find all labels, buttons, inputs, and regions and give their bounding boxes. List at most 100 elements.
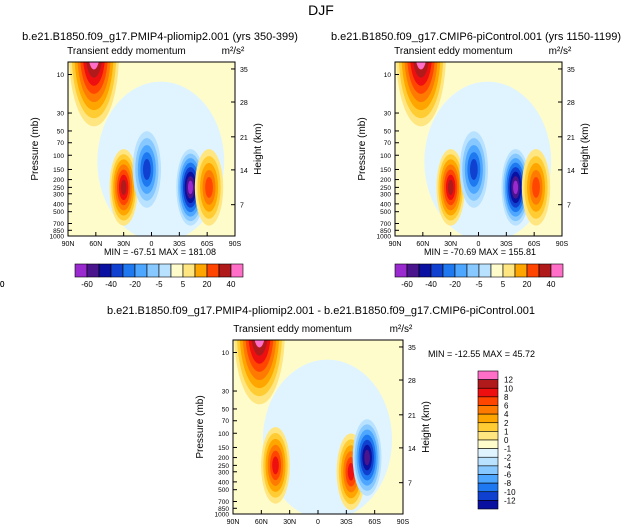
y-axis-label: Pressure (mb) [195,395,206,458]
y-tick-label: 10 [222,350,230,357]
colorbar-box [442,263,456,278]
y-tick-label: 850 [380,228,391,235]
colorbar-box [477,379,499,389]
y-axis-right-label: Height (km) [253,123,264,175]
colorbar-label: 1 [504,427,509,436]
colorbar-label: 2 [504,419,509,428]
colorbar-box [477,500,499,510]
x-tick-label: 0 [477,241,481,248]
panel-b-title: b.e21.B1850.f09_g17.CMIP6-piControl.001 … [331,31,621,43]
colorbar-box [230,263,244,278]
x-tick-label: 0 [316,519,320,526]
x-tick-label: 30N [117,241,130,248]
x-tick-label: 0 [150,241,154,248]
colorbar-box [134,263,148,278]
y-right-tick-label: 7 [240,203,244,210]
colorbar-label: 20 [523,280,532,289]
feature-contour [447,179,454,196]
y-tick-label: 150 [380,167,391,174]
feature-contour [254,340,265,348]
colorbar-label: 6 [504,402,509,411]
y-axis-label: Pressure (mb) [30,117,41,180]
colorbar-label: -60 [81,280,93,289]
y-tick-label: 700 [380,221,391,228]
feature-contour [347,462,355,481]
colorbar-box [466,263,480,278]
y-tick-label: 50 [222,406,230,413]
colorbar-label: -20 [129,280,141,289]
feature-contour [89,62,99,70]
feature-contour [272,456,279,475]
x-tick-label: 90S [397,519,410,526]
colorbar-box [490,263,504,278]
x-tick-label: 30N [444,241,457,248]
y-axis-right-label: Height (km) [421,401,432,453]
y-right-tick-label: 14 [408,446,416,453]
y-tick-label: 70 [384,140,392,147]
colorbar-box [477,465,499,475]
colorbar-label: 20 [203,280,212,289]
colorbar-box [477,456,499,467]
feature-contour [187,180,193,195]
colorbar-box [477,482,499,493]
x-tick-label: 90S [556,241,569,248]
panel-a: 90N 60N 30N 0 30S 60S 90S103050701001502002503… [0,46,264,289]
y-tick-label: 10 [384,72,392,79]
colorbar-label: -5 [475,280,483,289]
y-tick-label: 30 [57,111,65,118]
x-tick-label: 90N [62,241,75,248]
x-tick-label: 30S [500,241,513,248]
plot-area [395,62,562,236]
feature-contour [205,176,213,198]
colorbar-label: 10 [504,384,513,393]
colorbar-label: 8 [504,393,509,402]
y-right-tick-label: 21 [567,135,575,142]
y-tick-label: 300 [218,469,229,476]
y-tick-label: 70 [222,418,230,425]
min-max-label: MIN = -12.55 MAX = 45.72 [428,349,535,359]
colorbar-box [538,263,552,278]
colorbar-box [477,396,499,406]
colorbar-box [86,263,100,278]
colorbar-box [74,263,88,278]
y-tick-label: 10 [57,72,65,79]
x-tick-label: 60S [201,241,214,248]
y-tick-label: 150 [53,167,64,174]
panel-units: m²/s² [222,46,245,57]
feature-contour [416,62,426,70]
feature-contour [469,159,478,180]
colorbar-box [478,263,492,278]
feature-contour [142,159,151,180]
panel-b: 90N 60N 30N 0 30S 60S 90S103050701001502002503… [0,46,591,289]
colorbar-label: 4 [504,410,509,419]
y-tick-label: 1000 [377,234,392,241]
x-tick-label: 90S [229,241,242,248]
colorbar-label: -1 [504,445,512,454]
feature-contour [413,62,429,78]
min-max-label: MIN = -67.51 MAX = 181.08 [104,247,216,257]
colorbar-box [98,263,112,278]
colorbar-box [194,263,208,278]
y-tick-label: 150 [218,445,229,452]
panel-subtitle: Transient eddy momentum [233,324,352,335]
x-tick-label: 60S [528,241,541,248]
colorbar-box [477,422,499,432]
y-tick-label: 400 [380,201,391,208]
colorbar-box [182,263,196,278]
feature-contour [86,62,102,78]
y-tick-label: 200 [380,177,391,184]
colorbar-label: 60 [0,280,5,289]
y-tick-label: 300 [380,191,391,198]
y-tick-label: 850 [218,506,229,513]
colorbar-box [477,491,499,501]
y-axis-label: Pressure (mb) [357,117,368,180]
colorbar-box [502,263,516,278]
feature-contour [513,180,519,195]
colorbar-box [206,263,220,278]
colorbar-box [218,263,232,278]
y-right-tick-label: 35 [567,67,575,74]
colorbar-box [454,263,468,278]
colorbar-box [158,263,172,278]
colorbar-label: -6 [504,471,512,480]
colorbar-box [122,263,136,278]
